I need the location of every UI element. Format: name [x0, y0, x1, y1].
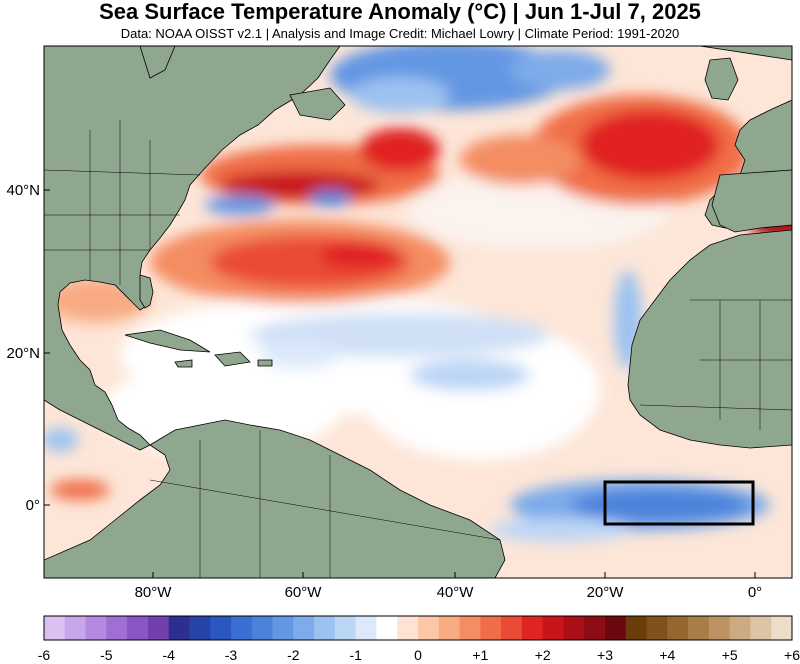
colorbar — [43, 615, 793, 641]
colorbar-swatch — [480, 616, 502, 640]
colorbar-swatch — [459, 616, 481, 640]
colorbar-swatch — [231, 616, 253, 640]
lon-tick-label: 20°W — [587, 584, 625, 601]
land-masses — [44, 46, 792, 578]
hispaniola — [214, 351, 251, 367]
colorbar-swatch — [521, 616, 544, 640]
colorbar-swatch — [293, 616, 315, 640]
lon-tick-label: 80°W — [135, 584, 173, 601]
colorbar-swatch — [418, 616, 440, 640]
colorbar-tick-label: +3 — [597, 647, 613, 663]
lon-tick-label: 40°W — [437, 584, 475, 601]
colorbar-swatch — [542, 616, 564, 640]
colorbar-frame — [43, 615, 793, 641]
colorbar-swatch — [85, 616, 107, 640]
lon-tick-label: 60°W — [285, 584, 323, 601]
colorbar-swatch — [688, 616, 710, 640]
colorbar-swatch — [667, 616, 689, 640]
colorbar-swatch — [376, 616, 398, 640]
colorbar-swatch — [189, 616, 211, 640]
north-america — [44, 46, 341, 451]
cuba — [124, 329, 211, 353]
florida — [139, 274, 154, 309]
colorbar-swatch — [127, 616, 149, 640]
colorbar-labels: -6 -5 -4 -3 -2 -1 0 +1 +2 +3 +4 +5 +6 — [38, 647, 800, 663]
colorbar-tick-label: -2 — [287, 647, 300, 663]
colorbar-swatch — [397, 616, 419, 640]
colorbar-tick-label: -4 — [162, 647, 175, 663]
colorbar-swatch — [44, 616, 66, 640]
colorbar-swatch — [584, 616, 606, 640]
colorbar-tick-label: -6 — [38, 647, 51, 663]
british-isles — [704, 57, 739, 101]
colorbar-swatch — [729, 616, 751, 640]
colorbar-swatch — [334, 616, 357, 640]
colorbar-swatch — [646, 616, 668, 640]
colorbar-swatch — [272, 616, 294, 640]
colorbar-tick-label: +5 — [722, 647, 738, 663]
colorbar-swatch — [64, 616, 87, 640]
newfoundland — [289, 87, 346, 121]
lon-axis: 80°W 60°W 40°W 20°W 0° — [135, 572, 762, 601]
map-title: Sea Surface Temperature Anomaly (°C) | J… — [99, 0, 701, 24]
colorbar-tick-label: -3 — [225, 647, 238, 663]
colorbar-swatch — [771, 616, 793, 640]
colorbar-tick-label: 0 — [414, 647, 422, 663]
jamaica — [174, 359, 193, 368]
lat-tick-label: 0° — [26, 497, 40, 514]
map-subtitle: Data: NOAA OISST v2.1 | Analysis and Ima… — [120, 26, 680, 41]
colorbar-swatch — [147, 616, 170, 640]
colorbar-tick-label: +2 — [535, 647, 551, 663]
colorbar-swatch — [625, 616, 648, 640]
colorbar-swatch — [314, 616, 336, 640]
map-frame — [43, 45, 793, 579]
puerto-rico — [257, 359, 273, 367]
colorbar-swatch — [563, 616, 585, 640]
colorbar-swatch — [605, 616, 627, 640]
lat-tick-label: 40°N — [6, 182, 40, 199]
south-america — [44, 419, 506, 578]
colorbar-swatch — [708, 616, 731, 640]
colorbar-swatch — [501, 616, 523, 640]
colorbar-tick-label: +6 — [784, 647, 800, 663]
colorbar-swatch — [750, 616, 772, 640]
iberia — [711, 169, 792, 233]
map-area — [44, 46, 792, 578]
colorbar-tick-label: -5 — [100, 647, 113, 663]
colorbar-swatch — [106, 616, 128, 640]
colorbar-tick-label: -1 — [349, 647, 362, 663]
colorbar-swatch — [251, 616, 274, 640]
colorbar-swatch — [355, 616, 377, 640]
study-region-box — [603, 480, 755, 526]
lat-axis: 40°N 20°N 0° — [6, 182, 50, 514]
lon-tick-label: 0° — [748, 584, 762, 601]
colorbar-tick-label: +4 — [659, 647, 675, 663]
africa — [627, 229, 792, 449]
colorbar-swatch — [168, 616, 190, 640]
political-borders — [44, 120, 792, 578]
greenland-tip — [139, 46, 176, 79]
colorbar-swatch — [210, 616, 232, 640]
colorbar-tick-label: +1 — [472, 647, 488, 663]
colorbar-swatch — [438, 616, 461, 640]
lat-tick-label: 20°N — [6, 345, 40, 362]
